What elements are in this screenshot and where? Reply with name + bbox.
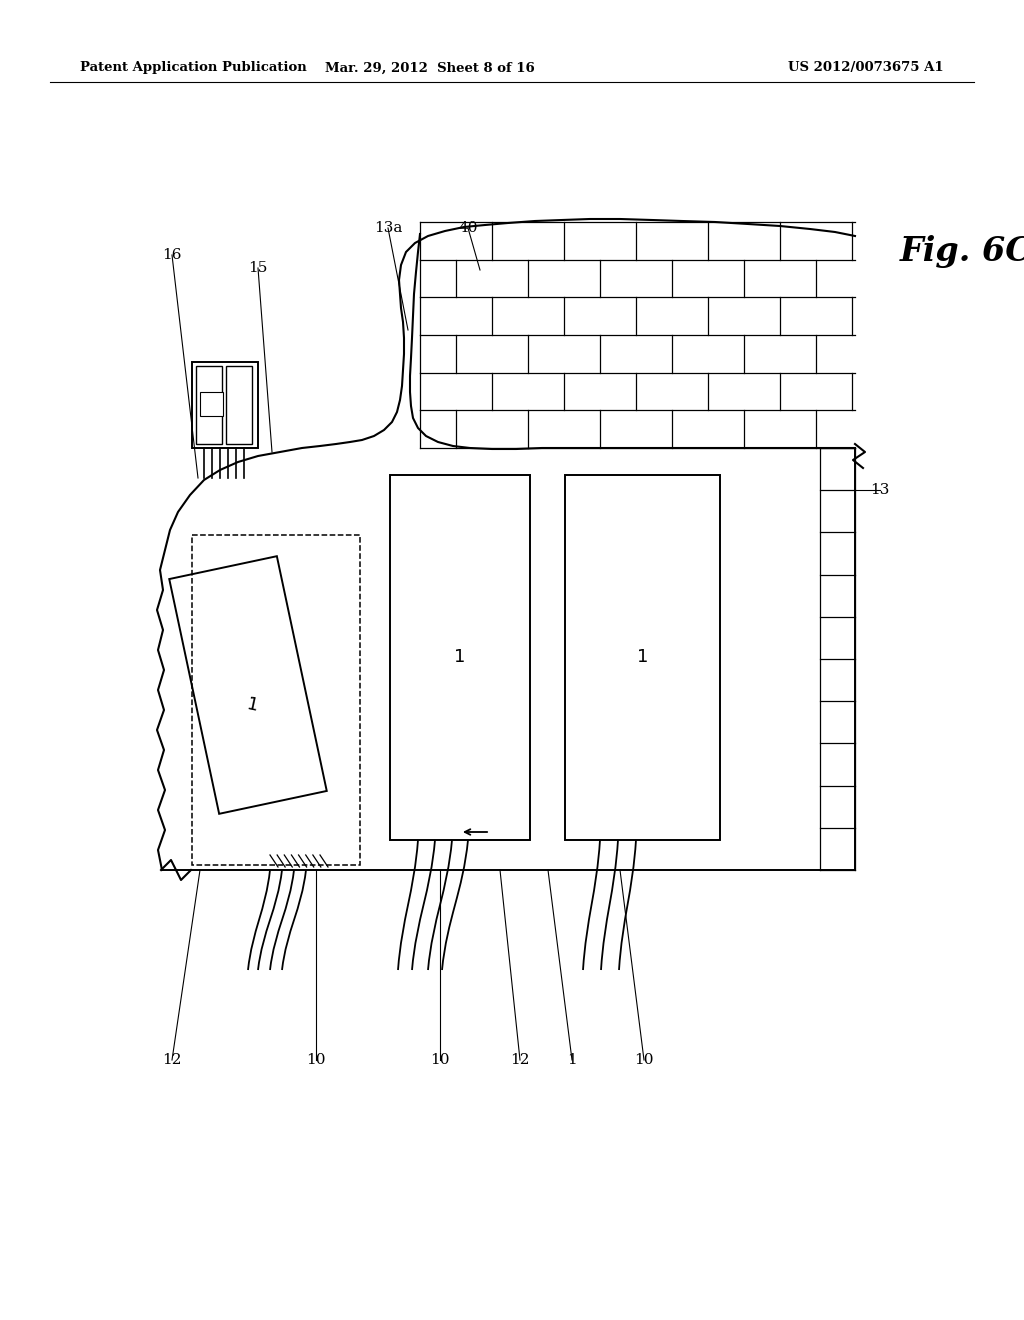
Bar [200,392,223,416]
Bar [565,475,720,840]
Text: US 2012/0073675 A1: US 2012/0073675 A1 [788,62,944,74]
Text: 13: 13 [870,483,890,498]
Text: 1: 1 [246,696,260,715]
Bar [169,556,327,814]
Text: 13a: 13a [374,220,402,235]
Text: 1: 1 [637,648,648,667]
Text: 15: 15 [248,261,267,275]
Text: 1: 1 [455,648,466,667]
Bar [226,366,252,444]
Bar [196,366,222,444]
Text: 12: 12 [162,1053,181,1067]
Text: Fig. 6C: Fig. 6C [900,235,1024,268]
Text: 10: 10 [634,1053,653,1067]
Text: Mar. 29, 2012  Sheet 8 of 16: Mar. 29, 2012 Sheet 8 of 16 [326,62,535,74]
Bar [390,475,530,840]
Text: Patent Application Publication: Patent Application Publication [80,62,307,74]
Text: 16: 16 [162,248,181,261]
Text: 10: 10 [306,1053,326,1067]
Text: 12: 12 [510,1053,529,1067]
Text: 40: 40 [459,220,478,235]
Bar [193,362,258,447]
Bar [193,535,360,865]
Text: 1: 1 [567,1053,577,1067]
Text: 10: 10 [430,1053,450,1067]
